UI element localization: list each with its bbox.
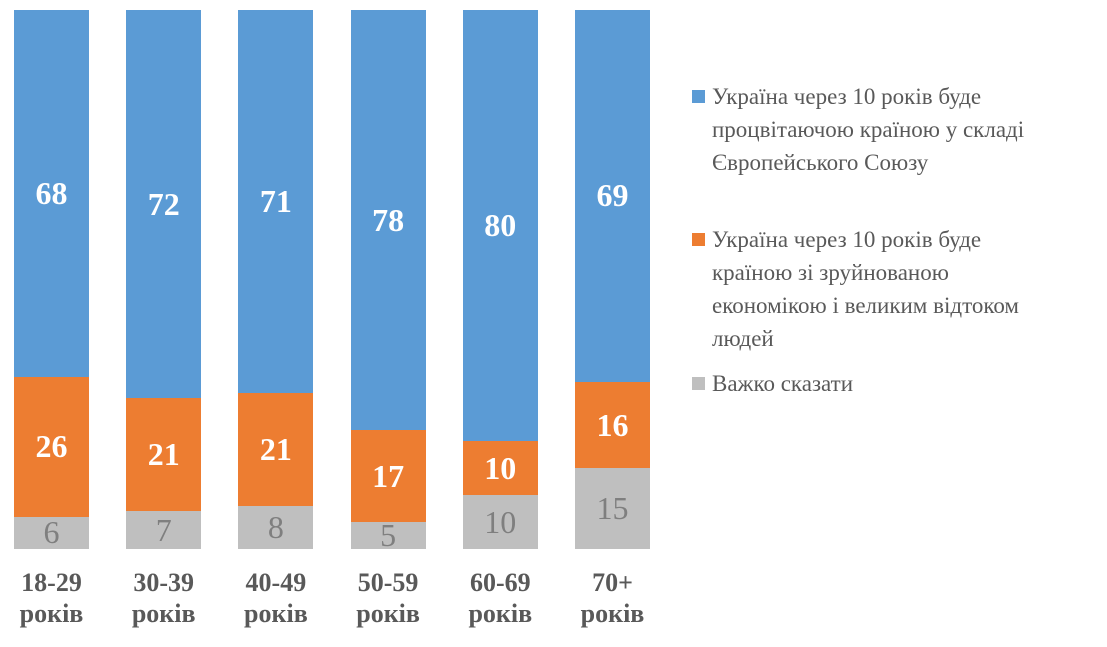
segment-value-label: 7 [155,511,172,548]
bar-segment: 17 [350,430,426,523]
segment-value-label: 5 [380,517,397,553]
segment-value-label: 80 [484,207,517,244]
legend-item-ruined-economy: Україна через 10 років буде країною зі з… [692,223,1019,355]
bar-segment: 5 [350,517,426,553]
segment-value-label: 71 [259,182,292,219]
bar-column: 78 17 5 [350,10,426,553]
bar-segment: 21 [126,398,202,512]
segment-value-label: 69 [596,177,629,214]
bar-segment: 68 [14,10,89,377]
segment-value-label: 16 [596,406,629,443]
segment-value-label: 21 [259,430,292,467]
bar-segment: 8 [238,505,314,549]
legend-label: Важко сказати [712,371,853,396]
legend-marker-orange-square-icon [692,233,705,246]
segment-value-label: 68 [35,174,68,211]
legend-label: Україна через 10 років буде країною зі з… [712,227,1019,351]
bar-segment: 6 [14,514,89,551]
bar-segment: 69 [575,10,650,382]
bar-segment: 71 [238,10,314,393]
bar-segment: 72 [126,10,202,399]
legend-item-eu-prosperity: Україна через 10 років буде процвітаючою… [692,80,1024,179]
bar-segment: 15 [575,468,650,549]
segment-value-label: 26 [35,428,68,465]
bar-column: 80 10 10 [462,10,538,549]
bar-column: 69 16 15 [575,10,650,549]
segment-value-label: 78 [372,201,405,238]
x-tick-label: 70+ років [580,568,645,628]
segment-value-label: 8 [267,508,284,545]
segment-value-label: 10 [484,449,517,486]
segment-value-label: 17 [372,457,405,494]
bar-segment: 26 [14,376,89,517]
x-tick-label: 60-69 років [468,568,533,628]
x-tick-label: 30-39 років [131,568,196,628]
bar-segment: 78 [350,10,426,431]
bar-segment: 80 [462,10,538,442]
segment-value-label: 72 [147,185,180,222]
bar-segment: 21 [238,392,314,506]
legend-label: Україна через 10 років буде процвітаючою… [712,84,1025,175]
x-tick-label: 50-59 років [356,568,420,628]
bar-column: 68 26 6 [14,10,89,551]
bar-segment: 10 [462,495,538,549]
segment-value-label: 15 [596,490,629,527]
bar-segment: 7 [126,511,202,549]
segment-value-label: 21 [147,436,180,473]
segment-value-label: 10 [484,503,517,540]
bar-column: 71 21 8 [238,10,314,549]
bar-column: 72 21 7 [126,10,202,549]
legend-marker-gray-square-icon [692,377,705,390]
legend-marker-blue-square-icon [692,90,705,103]
x-tick-label: 40-49 років [244,568,308,628]
segment-value-label: 6 [43,514,60,551]
bar-segment: 16 [575,381,650,469]
x-tick-label: 18-29 років [19,568,84,628]
legend-item-hard-to-say: Важко сказати [692,367,853,400]
bar-segment: 10 [462,441,538,496]
